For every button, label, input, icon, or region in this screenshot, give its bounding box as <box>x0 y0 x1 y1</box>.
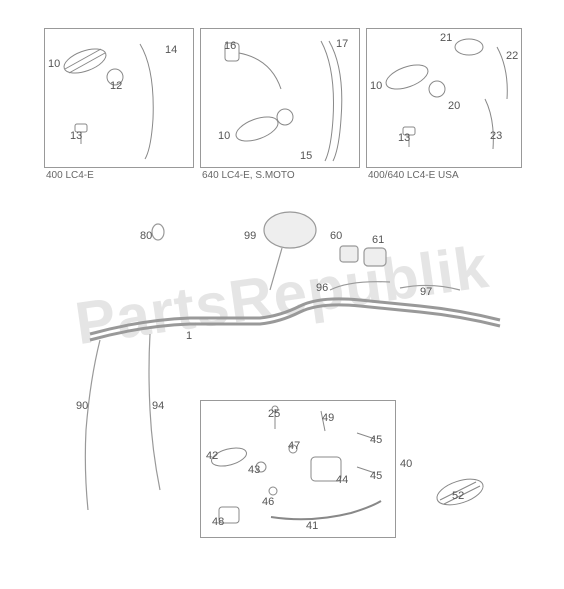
callout-10: 10 <box>48 58 60 70</box>
callout-21: 21 <box>440 32 452 44</box>
callout-42: 42 <box>206 450 218 462</box>
callout-43: 43 <box>248 464 260 476</box>
callout-41: 41 <box>306 520 318 532</box>
callout-99: 99 <box>244 230 256 242</box>
lever-parts <box>201 401 397 539</box>
callout-10: 10 <box>370 80 382 92</box>
callout-46: 46 <box>262 496 274 508</box>
callout-47: 47 <box>288 440 300 452</box>
callout-94: 94 <box>152 400 164 412</box>
callout-20: 20 <box>448 100 460 112</box>
callout-16: 16 <box>224 40 236 52</box>
callout-96: 96 <box>316 282 328 294</box>
callout-13: 13 <box>398 132 410 144</box>
callout-12: 12 <box>110 80 122 92</box>
callout-15: 15 <box>300 150 312 162</box>
callout-97: 97 <box>420 286 432 298</box>
callout-40: 40 <box>400 458 412 470</box>
diagram-container: PartsRepublik 400 LC4-E <box>0 0 564 589</box>
callout-22: 22 <box>506 50 518 62</box>
callout-44: 44 <box>336 474 348 486</box>
callout-52: 52 <box>452 490 464 502</box>
callout-61: 61 <box>372 234 384 246</box>
callout-13: 13 <box>70 130 82 142</box>
callout-17: 17 <box>336 38 348 50</box>
callout-14: 14 <box>165 44 177 56</box>
callout-45: 45 <box>370 470 382 482</box>
callout-48: 48 <box>212 516 224 528</box>
callout-45: 45 <box>370 434 382 446</box>
callout-49: 49 <box>322 412 334 424</box>
callout-23: 23 <box>490 130 502 142</box>
callout-1: 1 <box>186 330 192 342</box>
callout-90: 90 <box>76 400 88 412</box>
callout-80: 80 <box>140 230 152 242</box>
callout-10: 10 <box>218 130 230 142</box>
callout-25: 25 <box>268 408 280 420</box>
callout-60: 60 <box>330 230 342 242</box>
lever-assembly-box <box>200 400 396 538</box>
